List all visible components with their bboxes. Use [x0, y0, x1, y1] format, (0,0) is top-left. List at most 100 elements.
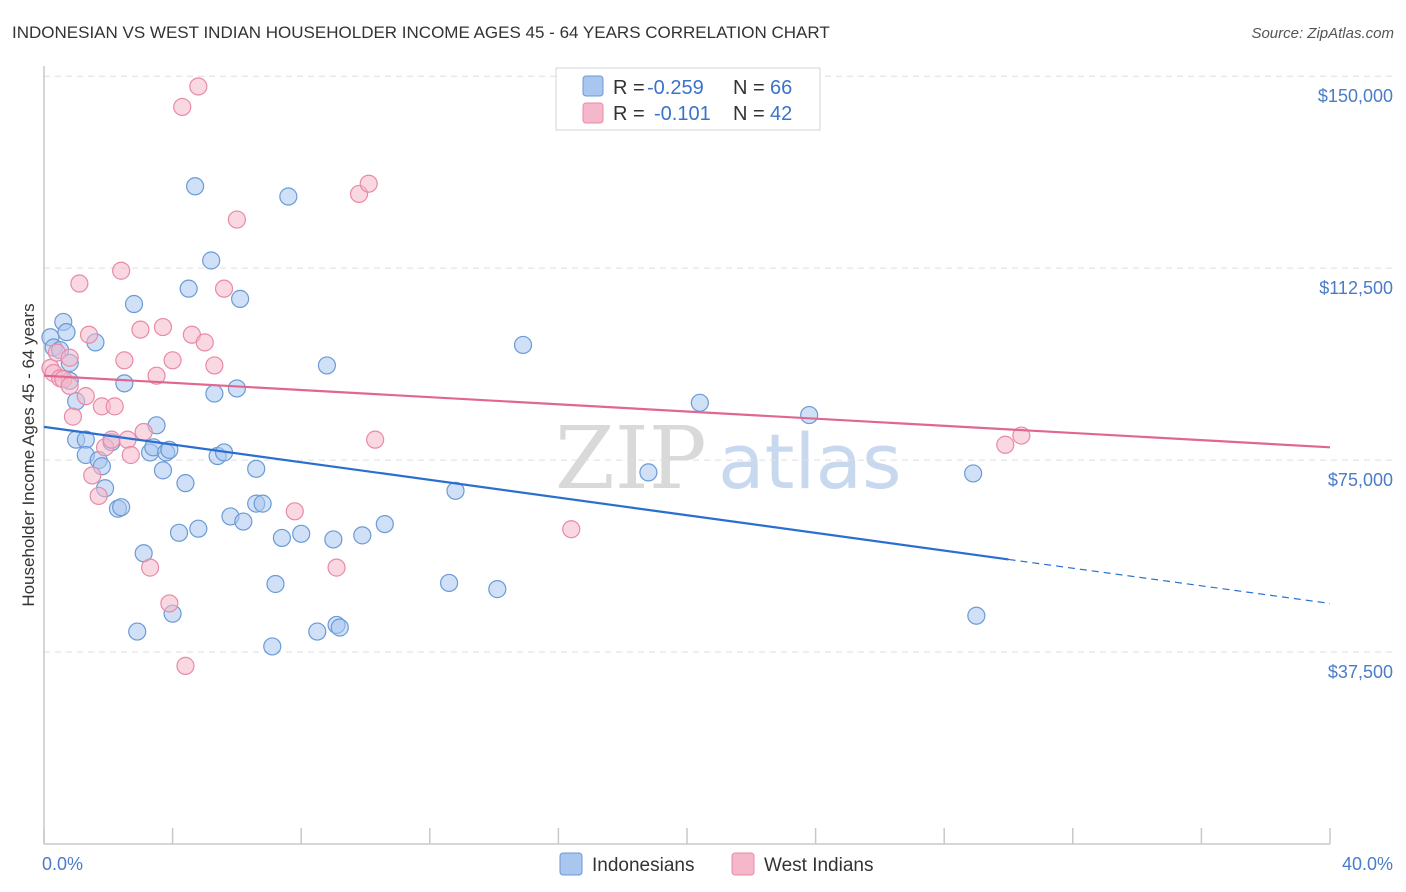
west-indians-point [153, 317, 173, 337]
indonesians-point [202, 251, 221, 270]
y-axis-label: Householder Income Ages 45 - 64 years [19, 303, 38, 606]
west-indians-point [89, 486, 108, 506]
indonesians-point [266, 574, 285, 594]
indonesians-point [128, 622, 147, 641]
watermark-atlas: atlas [718, 417, 902, 506]
indonesians-point [279, 187, 298, 206]
legend-n-label: N = [733, 103, 765, 125]
legend-n-value: 42 [770, 103, 792, 125]
trend-lines [43, 374, 1331, 605]
west-indians-point [285, 502, 304, 521]
legend-n-label: N = [733, 77, 765, 99]
west-indians-point [176, 656, 195, 675]
indonesians-point [967, 606, 986, 625]
west-indians-point [163, 351, 182, 370]
data-points [41, 77, 1031, 675]
series-legend-swatch-indonesians [559, 852, 583, 876]
indonesians-point [964, 464, 983, 483]
source-label: Source: ZipAtlas.com [1251, 25, 1394, 42]
correlation-legend: R = -0.259 N = 66 R = -0.101 N = 42 [555, 67, 821, 131]
indonesians-point [189, 519, 208, 538]
series-legend: Indonesians West Indians [559, 852, 873, 876]
indonesians-point [186, 177, 205, 196]
indonesians-point [375, 514, 394, 534]
west-indians-point [366, 430, 385, 449]
west-indians-point [131, 320, 150, 339]
indonesians-point [169, 523, 189, 542]
indonesians-point [176, 474, 195, 493]
y-tick-label: $150,000 [1318, 86, 1393, 106]
x-tick-label-max: 40.0% [1342, 854, 1393, 874]
west-indians-point [227, 210, 246, 229]
indonesians-point [330, 618, 349, 637]
grid-lines [44, 75, 1394, 653]
indonesians-point [308, 622, 327, 641]
west-indians-point [562, 520, 581, 539]
indonesians-point [639, 463, 658, 482]
x-tick-label-min: 0.0% [42, 854, 83, 874]
west-indians-point [147, 366, 166, 385]
indonesians-point [153, 461, 173, 480]
west-indians-trend-line [43, 374, 1331, 449]
indonesians-point [112, 498, 131, 517]
indonesians-point [488, 580, 507, 599]
axes [43, 66, 1331, 845]
series-legend-label-indonesians: Indonesians [592, 855, 694, 876]
indonesians-point [690, 393, 709, 412]
y-tick-labels: $37,500 $75,000 $112,500 $150,000 [1318, 86, 1393, 682]
west-indians-point [105, 397, 124, 416]
indonesians-point [317, 356, 337, 375]
legend-n-value: 66 [770, 77, 792, 99]
west-indians-point [83, 466, 102, 485]
indonesians-point [253, 494, 272, 513]
west-indians-point [327, 558, 346, 577]
west-indians-point [996, 435, 1015, 454]
indonesians-point [247, 459, 266, 478]
indonesians-point [324, 530, 343, 549]
indonesians-point [227, 379, 246, 398]
west-indians-point [195, 333, 214, 352]
indonesians-trend-extension [1008, 558, 1331, 605]
west-indians-point [63, 407, 83, 426]
indonesians-trend-line [43, 425, 1009, 561]
series-legend-label-west-indians: West Indians [764, 855, 873, 876]
west-indians-point [205, 356, 224, 375]
west-indians-point [173, 97, 192, 117]
west-indians-point [140, 558, 160, 577]
west-indians-point [79, 325, 99, 344]
west-indians-point [70, 274, 89, 293]
west-indians-point [134, 422, 153, 442]
indonesians-point [439, 573, 459, 593]
y-tick-label: $37,500 [1328, 662, 1393, 682]
indonesians-point [124, 294, 144, 314]
legend-r-value: -0.259 [647, 77, 704, 99]
legend-r-value: -0.101 [654, 103, 711, 125]
chart-title: INDONESIAN VS WEST INDIAN HOUSEHOLDER IN… [12, 23, 830, 42]
y-tick-label: $75,000 [1328, 470, 1393, 490]
indonesians-point [115, 374, 134, 393]
indonesians-point [179, 279, 198, 298]
west-indians-point [189, 77, 208, 96]
series-legend-swatch-west-indians [731, 852, 755, 876]
legend-r-label: R = [613, 77, 645, 99]
west-indians-point [359, 174, 378, 193]
indonesians-point [234, 512, 253, 531]
west-indians-point [121, 445, 140, 465]
indonesians-point [231, 289, 250, 308]
legend-swatch-west-indians [582, 102, 604, 124]
west-indians-point [102, 430, 121, 449]
legend-swatch-indonesians [582, 75, 604, 97]
indonesians-point [272, 528, 292, 548]
west-indians-point [60, 376, 79, 396]
indonesians-point [292, 524, 311, 543]
watermark-zip: ZIP [555, 409, 707, 509]
west-indians-point [60, 348, 79, 367]
west-indians-point [115, 351, 134, 370]
indonesians-point [205, 384, 224, 403]
west-indians-point [214, 279, 234, 298]
west-indians-point [76, 387, 95, 406]
west-indians-point [160, 594, 179, 613]
west-indians-point [112, 261, 131, 280]
